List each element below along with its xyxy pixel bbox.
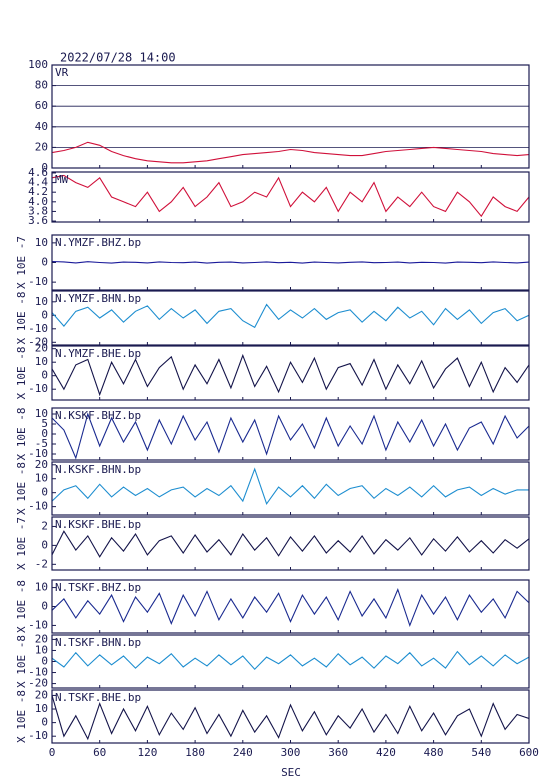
y-tick-label: 100: [28, 58, 48, 71]
y-axis-label: X 10E -8: [15, 408, 28, 461]
panel-label: N.KSKF.BHE.bp: [55, 518, 141, 531]
x-tick-label: 420: [376, 746, 396, 759]
y-tick-label: 4.6: [28, 166, 48, 179]
y-tick-label: 10: [35, 407, 48, 420]
y-tick-label: -10: [28, 447, 48, 460]
panel-label: VR: [55, 66, 69, 79]
y-tick-label: -10: [28, 275, 48, 288]
y-tick-label: 10: [35, 355, 48, 368]
panel-label: N.YMZF.BHZ.bp: [55, 236, 141, 249]
y-tick-label: 10: [35, 472, 48, 485]
y-tick-label: 10: [35, 236, 48, 249]
waveform: [52, 587, 529, 628]
y-axis-label: X 10E -8: [15, 292, 28, 345]
y-tick-label: -10: [28, 666, 48, 679]
waveform: [52, 467, 529, 505]
y-tick-label: 0: [41, 486, 48, 499]
y-tick-label: 80: [35, 79, 48, 92]
x-tick-label: 0: [49, 746, 56, 759]
x-tick-label: 60: [93, 746, 106, 759]
y-axis-label: X 10E -8: [15, 347, 28, 400]
y-axis-label: X 10E -8: [15, 462, 28, 515]
y-tick-label: 40: [35, 120, 48, 133]
y-tick-label: -10: [28, 322, 48, 335]
y-axis-label: X 10E -8: [15, 690, 28, 743]
y-tick-label: 20: [35, 342, 48, 355]
y-tick-label: 0: [41, 369, 48, 382]
y-tick-label: -10: [28, 382, 48, 395]
panel-label: N.TSKF.BHE.bp: [55, 691, 141, 704]
waveform: [52, 650, 529, 671]
panel-label: N.KSKF.BHZ.bp: [55, 409, 141, 422]
y-tick-label: -10: [28, 618, 48, 631]
waveform: [52, 353, 529, 397]
y-tick-label: -2: [35, 557, 48, 570]
panel-label: N.YMZF.BHE.bp: [55, 347, 141, 360]
y-tick-label: 20: [35, 458, 48, 471]
y-tick-label: 10: [35, 702, 48, 715]
y-tick-label: -10: [28, 500, 48, 513]
y-axis-label: X 10E -8: [15, 635, 28, 688]
y-tick-label: 0: [41, 600, 48, 613]
waveform: [52, 141, 529, 164]
waveform: [52, 530, 529, 558]
y-tick-label: 0: [41, 427, 48, 440]
y-tick-label: 3.6: [28, 214, 48, 227]
x-tick-label: 240: [233, 746, 253, 759]
x-tick-label: 600: [519, 746, 539, 759]
x-axis-label: SEC: [281, 766, 301, 779]
x-tick-label: 180: [185, 746, 205, 759]
y-tick-label: 0: [41, 161, 48, 174]
y-tick-label: 60: [35, 99, 48, 112]
x-tick-label: 120: [137, 746, 157, 759]
y-tick-label: 20: [35, 632, 48, 645]
y-tick-label: 4.2: [28, 185, 48, 198]
y-tick-label: 0: [41, 256, 48, 269]
y-tick-label: -10: [28, 729, 48, 742]
y-tick-label: -5: [35, 437, 48, 450]
y-tick-label: 4.4: [28, 176, 48, 189]
panel-label: N.YMZF.BHN.bp: [55, 292, 141, 305]
waveform: [52, 303, 529, 329]
y-tick-label: 0: [41, 716, 48, 729]
panel-frame: [51, 171, 530, 223]
figure-title: 2022/07/28 14:00: [60, 51, 176, 65]
y-tick-label: -20: [28, 335, 48, 348]
y-tick-label: 0: [41, 655, 48, 668]
y-axis-label: X 10E -7: [15, 517, 28, 570]
y-axis-label: X 10E -8: [15, 580, 28, 633]
waveform: [52, 260, 529, 264]
y-tick-label: 0: [41, 308, 48, 321]
x-tick-label: 540: [471, 746, 491, 759]
y-axis-label: X 10E -7: [15, 236, 28, 289]
y-tick-label: 5: [41, 417, 48, 430]
panel-label: N.KSKF.BHN.bp: [55, 463, 141, 476]
x-tick-label: 300: [281, 746, 301, 759]
y-tick-label: 20: [35, 688, 48, 701]
x-tick-label: 360: [328, 746, 348, 759]
y-tick-label: 2: [41, 519, 48, 532]
waveform: [52, 695, 529, 741]
y-tick-label: 10: [35, 295, 48, 308]
waveform: [52, 174, 529, 218]
y-tick-label: -20: [28, 677, 48, 690]
y-tick-label: 10: [35, 643, 48, 656]
panel-label: N.TSKF.BHN.bp: [55, 636, 141, 649]
panel-label: N.TSKF.BHZ.bp: [55, 581, 141, 594]
panel-label: MW: [55, 173, 69, 186]
y-tick-label: 4.0: [28, 195, 48, 208]
y-tick-label: 10: [35, 581, 48, 594]
x-tick-label: 480: [424, 746, 444, 759]
panel-frame: [51, 64, 530, 169]
waveform: [52, 412, 529, 460]
y-tick-label: 0: [41, 538, 48, 551]
y-tick-label: 3.8: [28, 204, 48, 217]
y-tick-label: 20: [35, 140, 48, 153]
